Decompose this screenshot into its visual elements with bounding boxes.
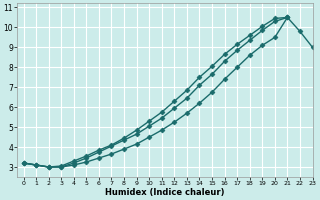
X-axis label: Humidex (Indice chaleur): Humidex (Indice chaleur) <box>105 188 225 197</box>
